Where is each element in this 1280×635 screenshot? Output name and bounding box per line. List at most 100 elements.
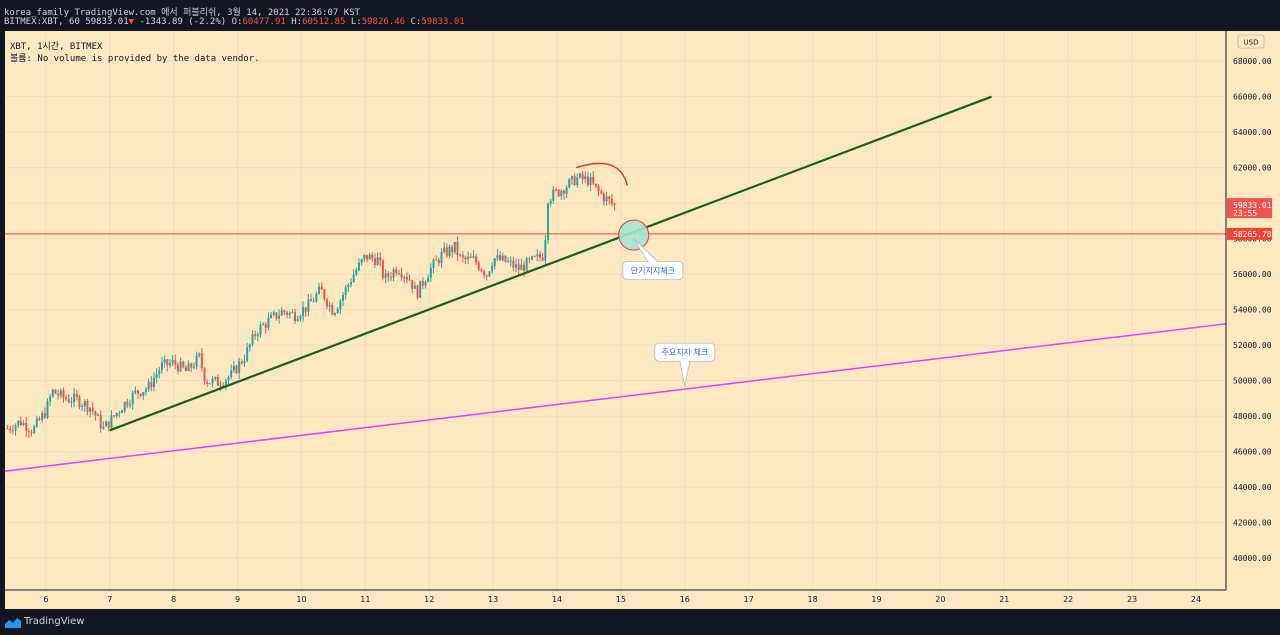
candle [357,262,360,271]
candle [230,370,233,377]
candle [512,260,515,268]
open-value: 60477.91 [242,17,286,27]
candle [459,254,462,256]
candle [381,260,384,278]
candle [62,390,65,398]
candle [166,359,169,366]
candle [488,271,491,277]
candle [46,401,49,418]
candle [554,189,557,191]
candle [176,364,179,372]
candle [586,176,589,185]
candle [546,203,549,241]
tradingview-logo-icon[interactable] [5,616,21,628]
candle [267,317,270,328]
x-tick-label: 24 [1191,595,1201,604]
candle [78,396,81,407]
candle [373,258,376,266]
candle [310,299,313,302]
candle [403,276,406,278]
candle [224,380,227,386]
candle [312,301,315,303]
candle [256,334,259,337]
candle [520,264,523,271]
candle [581,173,584,180]
x-tick-label: 15 [616,595,626,604]
candle [251,334,254,345]
support-check-circle [618,219,650,251]
candle [280,310,283,316]
candle [232,366,235,371]
plot-area[interactable] [5,31,1226,590]
candle [552,189,555,201]
x-tick-label: 11 [360,595,370,604]
callout-joint [680,360,689,363]
y-tick-label: 44000.00 [1233,483,1272,492]
candle [131,392,134,405]
candle [158,370,161,375]
candle [592,176,595,184]
candle [137,390,140,394]
candle [163,359,166,363]
candle [291,312,294,314]
candle [365,254,368,260]
candle [89,407,92,412]
candle [208,383,211,385]
candle [347,284,350,288]
candle [437,259,440,264]
candle [294,312,297,322]
candle [318,286,321,294]
price-axis[interactable] [1226,31,1280,609]
candle [182,361,185,368]
candle [195,355,198,367]
candle [445,247,448,256]
candle [349,282,352,285]
high-value: 60512.85 [302,17,346,27]
candle [448,246,451,256]
hline-price-value: 58265.78 [1233,230,1272,239]
candle [222,385,225,387]
candle [139,393,142,396]
candle [11,430,14,432]
candle [491,265,494,272]
candle [360,259,363,263]
last-price-badge [1227,198,1272,219]
x-tick-label: 23 [1127,595,1137,604]
candle [594,183,597,187]
candle [464,257,467,260]
candle [299,316,302,320]
time-axis[interactable] [5,590,1226,609]
candle [602,193,605,202]
grid [5,31,1226,590]
currency-button[interactable]: USD [1237,34,1265,49]
footer-brand[interactable]: TradingView [24,616,85,627]
candle [192,366,195,368]
candle [570,175,573,180]
candle [238,361,241,374]
candle [54,389,57,394]
candle [480,269,483,272]
candle [144,389,147,393]
x-tick-label: 22 [1063,595,1073,604]
short-term-trendline [109,95,992,432]
candle [565,187,568,194]
candle [493,258,496,266]
publish-info: korea_family TradingView.com 에서 퍼블리쉬, 3월… [4,8,360,18]
candle [264,324,267,328]
x-tick-label: 19 [871,595,881,604]
candle [259,324,262,335]
y-axis-labels: 40000.00 42000.00 44000.00 46000.00 48000.00… [1233,57,1272,563]
candle [147,381,150,390]
y-tick-label: 52000.00 [1233,341,1272,350]
candle [397,273,400,275]
close-label: C: [410,17,422,27]
candle [515,264,518,268]
candle [387,273,390,277]
candle [368,254,371,260]
candle [613,203,616,206]
candle [121,410,124,413]
candle [187,363,190,372]
candle [323,289,326,300]
